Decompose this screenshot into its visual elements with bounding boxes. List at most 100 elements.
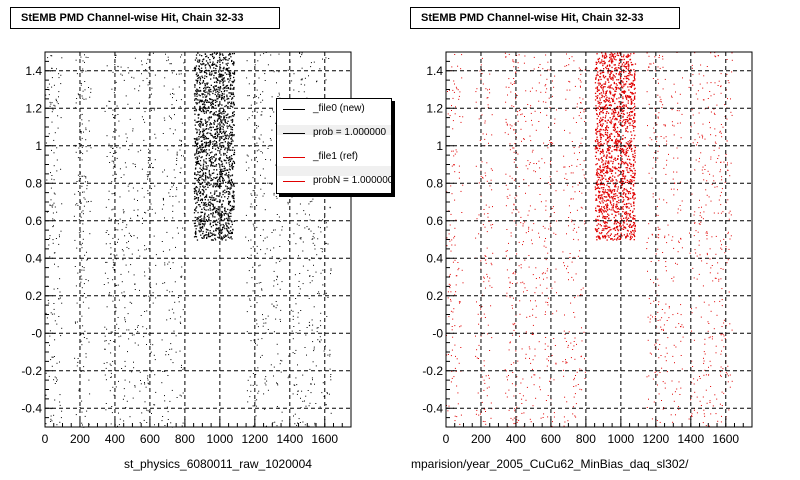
scatter-point (275, 122, 277, 124)
scatter-point (571, 219, 573, 221)
scatter-point (718, 147, 720, 149)
scatter-point (272, 422, 274, 424)
scatter-point (264, 73, 266, 75)
scatter-point (257, 326, 259, 328)
scatter-point (229, 218, 231, 220)
scatter-point (230, 232, 232, 235)
scatter-point (543, 278, 544, 280)
scatter-point (511, 212, 513, 214)
scatter-point (215, 158, 217, 161)
scatter-point (154, 185, 156, 187)
scatter-point (162, 133, 164, 134)
scatter-point (217, 213, 219, 215)
scatter-point (723, 319, 725, 321)
scatter-point (298, 292, 300, 294)
scatter-point (217, 60, 219, 62)
scatter-point (224, 99, 226, 101)
scatter-point (697, 142, 699, 144)
scatter-point (228, 179, 230, 181)
scatter-point (544, 272, 546, 274)
scatter-point (206, 132, 208, 135)
scatter-point (679, 394, 681, 395)
scatter-point (721, 415, 722, 417)
scatter-point (252, 290, 254, 292)
scatter-point (213, 208, 215, 210)
scatter-point (204, 217, 206, 219)
scatter-point (219, 175, 222, 177)
scatter-point (613, 126, 615, 128)
scatter-point (227, 59, 229, 61)
scatter-point (656, 124, 658, 126)
scatter-point (199, 120, 202, 122)
scatter-point (216, 190, 218, 192)
scatter-point (176, 153, 178, 155)
scatter-point (197, 52, 199, 54)
scatter-point (666, 320, 668, 321)
scatter-point (456, 151, 458, 153)
scatter-point (80, 281, 82, 283)
scatter-point (171, 389, 173, 391)
scatter-point (80, 216, 82, 218)
scatter-point (164, 262, 166, 264)
scatter-point (726, 140, 728, 142)
scatter-point (174, 177, 176, 179)
scatter-point (699, 223, 701, 225)
scatter-point (556, 109, 557, 111)
scatter-point (457, 403, 459, 405)
scatter-point (211, 195, 213, 197)
scatter-point (252, 136, 254, 138)
scatter-point (229, 74, 231, 76)
scatter-point (273, 306, 275, 308)
scatter-point (659, 96, 661, 98)
scatter-point (676, 263, 678, 265)
scatter-point (84, 54, 85, 56)
scatter-point (56, 101, 58, 103)
scatter-point (216, 169, 218, 171)
scatter-point (245, 236, 247, 238)
scatter-point (222, 88, 224, 90)
scatter-point (621, 228, 623, 230)
scatter-point (230, 183, 232, 185)
scatter-point (118, 345, 120, 347)
scatter-point (681, 113, 683, 115)
scatter-point (575, 403, 577, 405)
scatter-point (209, 184, 211, 186)
scatter-point (225, 185, 227, 187)
scatter-point (487, 216, 489, 218)
scatter-point (59, 297, 61, 299)
scatter-point (222, 62, 224, 64)
scatter-point (206, 95, 208, 97)
scatter-point (228, 142, 231, 144)
scatter-point (330, 269, 332, 271)
scatter-point (225, 68, 227, 70)
scatter-point (182, 309, 184, 311)
scatter-point (54, 263, 55, 265)
scatter-point (672, 280, 674, 282)
scatter-point (298, 286, 300, 287)
scatter-point (460, 68, 462, 70)
scatter-point (134, 163, 136, 165)
scatter-point (485, 262, 487, 264)
scatter-point (211, 161, 213, 163)
scatter-point (263, 53, 265, 55)
scatter-point (154, 74, 156, 76)
scatter-point (202, 59, 204, 61)
scatter-point (203, 235, 205, 237)
scatter-point (215, 143, 217, 145)
scatter-point (230, 143, 233, 145)
scatter-point (215, 132, 217, 134)
scatter-point (224, 87, 226, 89)
scatter-point (134, 88, 136, 90)
scatter-point (117, 241, 118, 243)
scatter-point (569, 132, 571, 134)
scatter-point (264, 209, 266, 211)
scatter-point (476, 88, 478, 90)
scatter-point (727, 80, 729, 82)
scatter-point (610, 52, 612, 54)
scatter-point (201, 208, 203, 210)
scatter-point (461, 269, 463, 271)
scatter-point (551, 287, 553, 289)
scatter-point (316, 80, 318, 82)
scatter-point (204, 89, 206, 92)
scatter-point (224, 121, 226, 123)
